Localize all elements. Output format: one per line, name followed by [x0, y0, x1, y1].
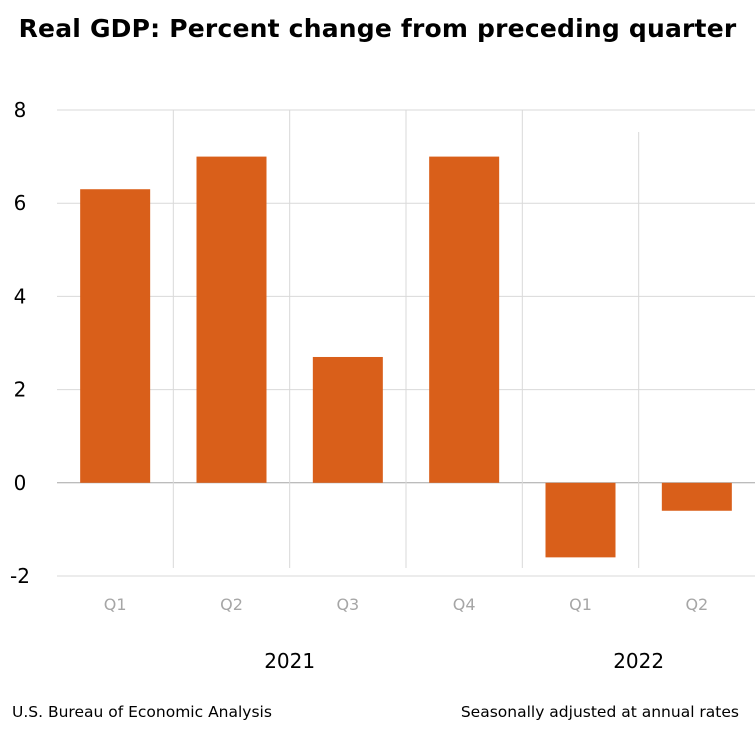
bar: [545, 482, 616, 558]
x-tick-label: Q2: [220, 595, 243, 614]
bar: [196, 156, 267, 483]
x-tick-label: Q1: [569, 595, 592, 614]
bar: [80, 189, 151, 483]
x-axis-tick-labels: Q1 Q2 Q3 Q4 Q1 Q2: [104, 595, 708, 614]
y-tick-label: 6: [14, 191, 27, 215]
y-tick-label: 0: [14, 471, 27, 495]
bar: [312, 356, 383, 483]
adjustment-note: Seasonally adjusted at annual rates: [460, 703, 739, 721]
x-group-label: 2021: [264, 649, 315, 673]
y-tick-label: 8: [14, 98, 27, 122]
x-group-label: 2022: [613, 649, 664, 673]
x-tick-label: Q3: [336, 595, 359, 614]
y-tick-label: 4: [14, 284, 27, 308]
bars: [80, 156, 732, 558]
x-tick-label: Q1: [104, 595, 127, 614]
x-tick-label: Q4: [453, 595, 476, 614]
y-tick-label: 2: [14, 378, 27, 402]
x-axis-group-labels: 2021 2022: [264, 649, 664, 673]
chart-title: Real GDP: Percent change from preceding …: [18, 14, 737, 43]
y-axis-tick-labels: -2 0 2 4 6 8: [10, 98, 30, 588]
bar: [661, 482, 732, 511]
category-separators: [172, 110, 640, 568]
bar: [429, 156, 500, 483]
x-tick-label: Q2: [685, 595, 708, 614]
y-tick-label: -2: [10, 564, 30, 588]
source-note: U.S. Bureau of Economic Analysis: [12, 703, 272, 721]
